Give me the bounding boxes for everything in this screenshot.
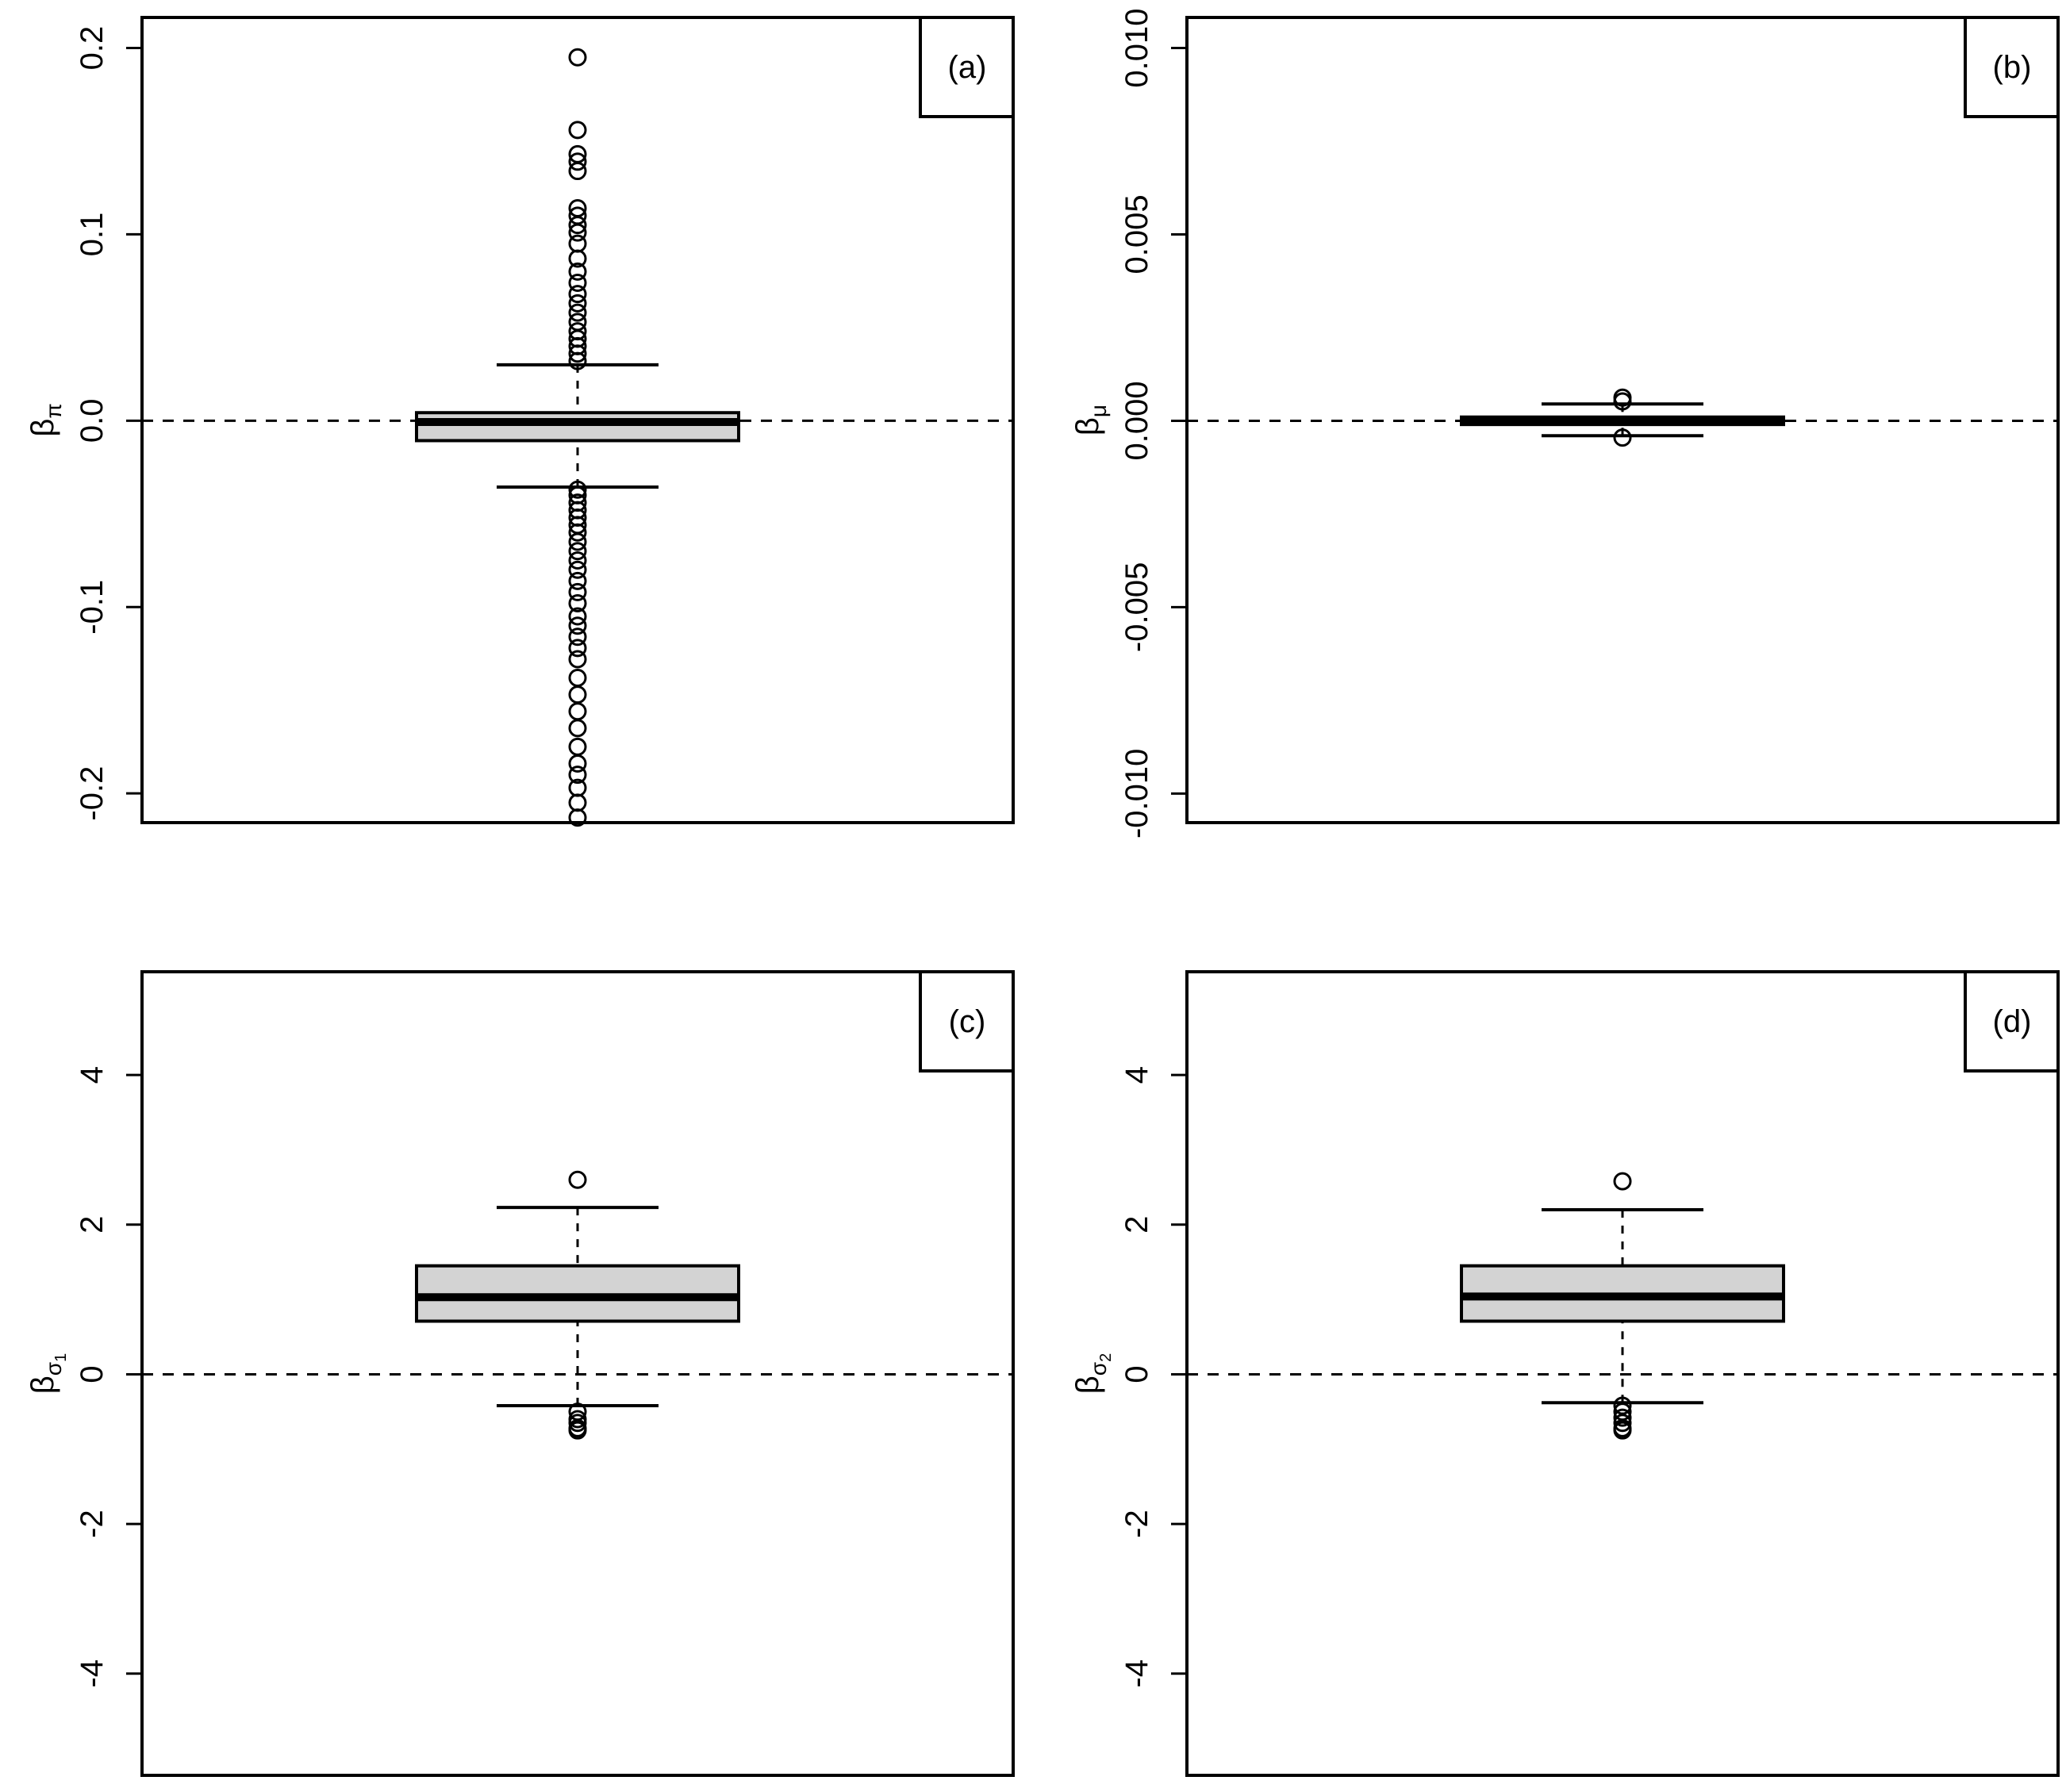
outlier [568, 737, 587, 756]
outlier [568, 668, 587, 687]
outlier [568, 685, 587, 704]
y-tick-label: -0.005 [1119, 562, 1154, 652]
y-tick-label: 0.1 [75, 213, 109, 257]
outlier [568, 273, 587, 292]
outlier [1613, 392, 1632, 411]
outlier [568, 719, 587, 738]
y-tick-label: 2 [1119, 1216, 1154, 1234]
y-tick-label: -4 [75, 1660, 109, 1688]
outlier [568, 313, 587, 332]
outlier [568, 249, 587, 268]
outlier [568, 607, 587, 626]
outlier [568, 702, 587, 721]
outlier [568, 766, 587, 785]
outlier [568, 294, 587, 313]
y-label-base: β [1070, 417, 1105, 436]
outlier [568, 344, 587, 363]
outlier [1613, 1172, 1632, 1191]
plot-frame [1185, 970, 2060, 1777]
outlier [568, 121, 587, 140]
y-label-sub: μ [1086, 405, 1111, 417]
y-tick-label: -0.2 [75, 766, 109, 821]
y-tick-label: 0.005 [1119, 194, 1154, 274]
y-tick-label: 0.2 [75, 26, 109, 71]
outlier [1613, 1408, 1632, 1427]
outlier [568, 560, 587, 579]
y-tick-label: 0.010 [1119, 8, 1154, 87]
outlier [568, 754, 587, 773]
y-axis-label: βσ2 [1070, 1353, 1115, 1394]
y-axis-label: βσ1 [25, 1353, 70, 1394]
y-label-base: β [25, 419, 60, 437]
outlier [568, 571, 587, 590]
y-label-sub: π [41, 403, 66, 418]
panel-label: (b) [1993, 50, 2032, 85]
y-tick-label: -2 [75, 1510, 109, 1538]
outlier [568, 532, 587, 551]
y-tick-label: -0.010 [1119, 749, 1154, 838]
y-label-subsub: 1 [52, 1353, 70, 1362]
plot-frame [140, 16, 1015, 824]
outlier [568, 551, 587, 570]
y-label-subsub: 2 [1097, 1353, 1115, 1362]
y-tick-label: 0.0 [75, 399, 109, 443]
y-label-sub: σ [1086, 1362, 1111, 1376]
outlier [568, 523, 587, 542]
outlier [568, 594, 587, 613]
outlier [568, 650, 587, 669]
outlier [568, 627, 587, 647]
outlier [568, 480, 587, 499]
y-tick-label: 0 [75, 1365, 109, 1383]
outlier [1613, 1414, 1632, 1433]
outlier [568, 793, 587, 812]
outlier [568, 234, 587, 253]
plot-frame [140, 970, 1015, 1777]
outlier [568, 285, 587, 304]
outlier [568, 542, 587, 561]
y-tick-label: -0.1 [75, 580, 109, 635]
outlier [568, 262, 587, 281]
y-axis-label: βμ [1070, 405, 1111, 436]
y-label-base: β [25, 1376, 60, 1394]
panel-label: (a) [948, 50, 987, 85]
panel-label-box [919, 970, 1015, 1073]
outlier [568, 616, 587, 635]
panel-label: (c) [949, 1004, 986, 1039]
outlier [568, 1170, 587, 1189]
y-tick-label: 0.000 [1119, 381, 1154, 460]
y-tick-label: 2 [75, 1216, 109, 1234]
outlier [568, 639, 587, 658]
outlier [568, 1414, 587, 1433]
outlier [568, 351, 587, 370]
outlier [1613, 1421, 1632, 1440]
panel-label-box [1964, 16, 2060, 118]
outlier [568, 582, 587, 601]
outlier [568, 152, 587, 171]
outlier [568, 303, 587, 322]
outlier [568, 808, 587, 827]
outlier [568, 162, 587, 181]
y-label-base: β [1070, 1376, 1105, 1394]
y-tick-label: -4 [1119, 1660, 1154, 1688]
outlier [568, 48, 587, 67]
y-label-sub: σ [41, 1362, 66, 1376]
box [415, 411, 740, 443]
y-tick-label: 0 [1119, 1365, 1154, 1383]
panel-label-box [919, 16, 1015, 118]
panel-label: (d) [1993, 1004, 2032, 1039]
y-axis-label: βπ [25, 403, 66, 436]
y-tick-label: 4 [75, 1066, 109, 1084]
outlier [568, 1421, 587, 1440]
outlier [568, 223, 587, 242]
outlier [568, 216, 587, 235]
outlier [1613, 1396, 1632, 1415]
panel-label-box [1964, 970, 2060, 1073]
outlier [1613, 428, 1632, 447]
plot-frame [1185, 16, 2060, 824]
y-tick-label: -2 [1119, 1510, 1154, 1538]
y-tick-label: 4 [1119, 1066, 1154, 1084]
